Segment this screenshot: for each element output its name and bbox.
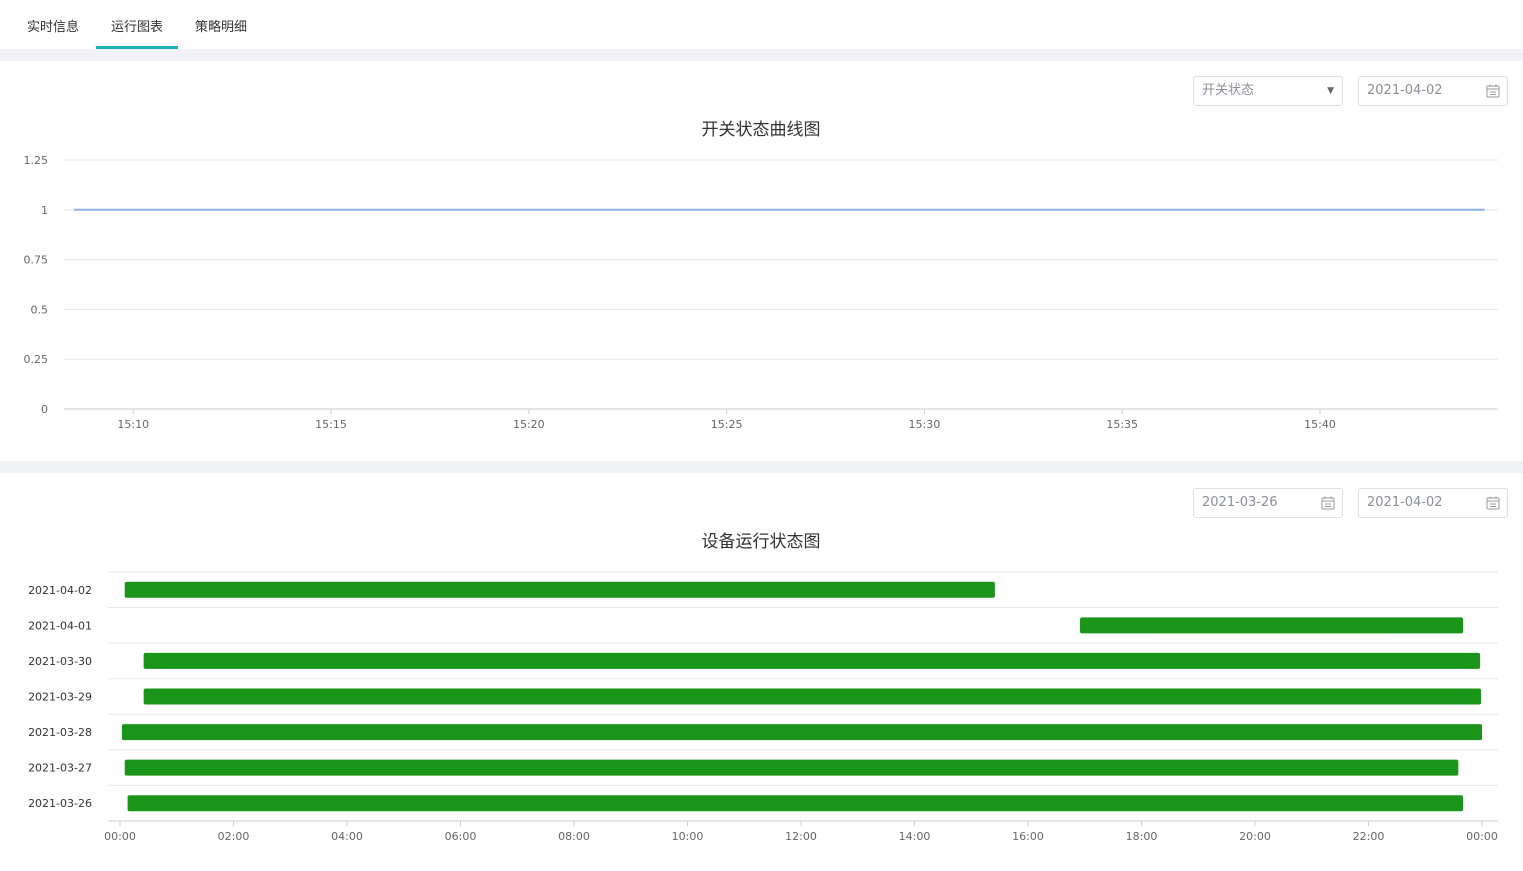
y-tick-label: 0.25 <box>24 353 49 366</box>
switch-status-line-chart: 1.25 1 0.75 0.5 0.25 0 15:10 15:15 15:20 15:25 15:… <box>24 154 1498 431</box>
switch-date-picker[interactable]: 2021-04-02 <box>1358 76 1508 106</box>
x-tick-label: 14:00 <box>899 830 931 843</box>
tab-realtime-info[interactable]: 实时信息 <box>27 20 80 35</box>
tab-run-charts[interactable]: 运行图表 <box>111 20 164 35</box>
status-select-value: 开关状态 <box>1202 83 1255 98</box>
x-tick-label: 08:00 <box>558 830 590 843</box>
calendar-icon <box>1486 496 1500 510</box>
gantt-chart-title: 设备运行状态图 <box>701 532 821 552</box>
line-chart-title: 开关状态曲线图 <box>701 120 821 140</box>
x-tick-label: 00:00 <box>104 830 136 843</box>
tab-strategy-details[interactable]: 策略明细 <box>195 20 248 35</box>
x-tick-label: 00:00 <box>1466 830 1498 843</box>
run-segment-bar <box>124 581 995 598</box>
x-tick-label: 15:35 <box>1106 418 1138 431</box>
section-divider <box>0 49 1523 61</box>
run-status-panel: 2021-03-26 2021-04-02 设备运行状态图 2021-04-02… <box>0 473 1523 871</box>
x-tick-label: 20:00 <box>1239 830 1271 843</box>
y-tick-label: 1.25 <box>24 154 49 167</box>
category-label: 2021-04-02 <box>28 584 92 597</box>
category-label: 2021-03-29 <box>28 691 92 704</box>
x-tick-label: 15:20 <box>513 418 545 431</box>
active-tab-indicator <box>96 46 178 49</box>
run-segment-bar <box>124 759 1459 776</box>
x-tick-label: 04:00 <box>331 830 363 843</box>
end-date-picker[interactable]: 2021-04-02 <box>1358 488 1508 518</box>
run-segment-bar <box>1080 617 1464 634</box>
x-tick-label: 15:25 <box>711 418 743 431</box>
category-label: 2021-03-26 <box>28 797 92 810</box>
calendar-icon <box>1486 84 1500 98</box>
caret-down-icon: ▼ <box>1327 86 1334 96</box>
x-tick-label: 12:00 <box>785 830 817 843</box>
x-tick-label: 18:00 <box>1126 830 1158 843</box>
start-date-picker[interactable]: 2021-03-26 <box>1193 488 1343 518</box>
x-tick-label: 02:00 <box>218 830 250 843</box>
device-run-status-chart: 2021-04-02 2021-04-01 2021-03-30 2021-03-29… <box>28 571 1498 843</box>
start-date-value: 2021-03-26 <box>1202 495 1278 510</box>
x-tick-label: 15:10 <box>117 418 149 431</box>
tab-bar: 实时信息 运行图表 策略明细 <box>0 0 1523 49</box>
x-tick-label: 15:30 <box>909 418 941 431</box>
y-tick-label: 1 <box>41 204 48 217</box>
x-tick-label: 15:40 <box>1304 418 1336 431</box>
category-label: 2021-03-28 <box>28 726 92 739</box>
y-tick-label: 0.5 <box>31 303 49 316</box>
x-tick-label: 15:15 <box>315 418 347 431</box>
category-label: 2021-03-27 <box>28 762 92 775</box>
run-segment-bar <box>121 724 1482 741</box>
run-segment-bar <box>143 652 1481 669</box>
end-date-value: 2021-04-02 <box>1367 495 1443 510</box>
status-select[interactable]: 开关状态 ▼ <box>1193 76 1343 106</box>
category-label: 2021-03-30 <box>28 655 92 668</box>
section-divider <box>0 461 1523 473</box>
run-segment-bar <box>143 688 1482 705</box>
switch-status-panel: 开关状态 ▼ 2021-04-02 开关状态曲线图 1.25 1 0.75 0.5 0.… <box>0 61 1523 461</box>
x-tick-label: 22:00 <box>1353 830 1385 843</box>
x-tick-label: 10:00 <box>672 830 704 843</box>
switch-date-value: 2021-04-02 <box>1367 83 1443 98</box>
run-segment-bar <box>127 795 1464 812</box>
calendar-icon <box>1321 496 1335 510</box>
y-tick-label: 0.75 <box>24 254 49 267</box>
y-tick-label: 0 <box>41 403 48 416</box>
x-tick-label: 16:00 <box>1012 830 1044 843</box>
category-label: 2021-04-01 <box>28 619 92 632</box>
x-tick-label: 06:00 <box>445 830 477 843</box>
